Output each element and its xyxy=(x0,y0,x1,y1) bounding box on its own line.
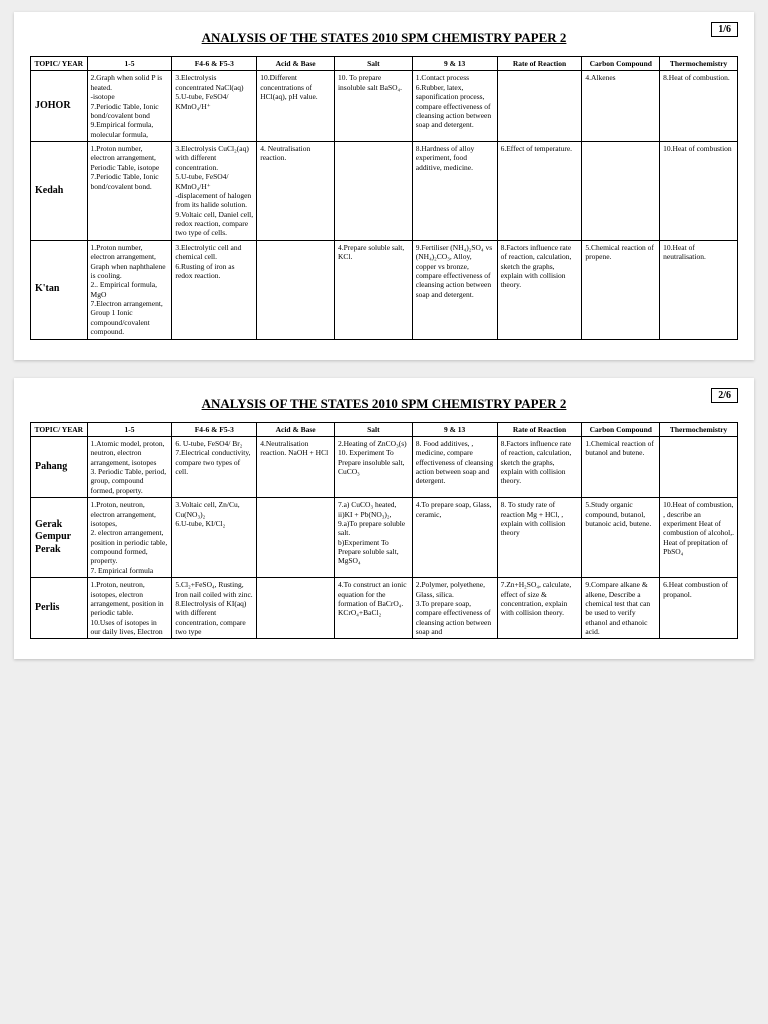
col-header: Carbon Compound xyxy=(582,422,660,436)
table-cell: 8.Heat of combustion. xyxy=(660,71,738,142)
table-cell: 3.Electrolytic cell and chemical cell.6.… xyxy=(172,240,257,339)
page-title: ANALYSIS OF THE STATES 2010 SPM CHEMISTR… xyxy=(30,30,738,46)
table-cell xyxy=(582,142,660,241)
col-header: 9 & 13 xyxy=(412,422,497,436)
col-header: F4-6 & F5-3 xyxy=(172,422,257,436)
table-cell: 4.Prepare soluble salt, KCl. xyxy=(334,240,412,339)
table-cell: 8.Factors influence rate of reaction, ca… xyxy=(497,240,582,339)
page-title: ANALYSIS OF THE STATES 2010 SPM CHEMISTR… xyxy=(30,396,738,412)
col-header: Acid & Base xyxy=(257,57,335,71)
table-cell xyxy=(257,240,335,339)
page-number-box: 2/6 xyxy=(711,388,738,403)
table-cell: 1.Chemical reaction of butanol and buten… xyxy=(582,436,660,497)
table-row: Pahang1.Atomic model, proton, neutron, e… xyxy=(31,436,738,497)
table-cell: 1.Proton number, electron arrangement, G… xyxy=(87,240,172,339)
col-header: TOPIC/ YEAR xyxy=(31,422,88,436)
col-header: Acid & Base xyxy=(257,422,335,436)
analysis-table-1: TOPIC/ YEAR 1-5 F4-6 & F5-3 Acid & Base … xyxy=(30,56,738,340)
table-cell: 6.Effect of temperature. xyxy=(497,142,582,241)
table-cell: 4.Neutralisation reaction. NaOH + HCl xyxy=(257,436,335,497)
table-row: Perlis1.Proton, neutron, isotopes, elect… xyxy=(31,578,738,639)
state-name: Pahang xyxy=(31,436,88,497)
table-cell: 3.Electrolysis concentrated NaCl(aq)5.U-… xyxy=(172,71,257,142)
table-cell: 2.Heating of ZnCO₃(s)10. Experiment To P… xyxy=(334,436,412,497)
state-name: Kedah xyxy=(31,142,88,241)
table-row: K'tan1.Proton number, electron arrangeme… xyxy=(31,240,738,339)
table-cell: 10.Different concentrations of HCl(aq), … xyxy=(257,71,335,142)
table-cell: 5.Cl₂+FeSO₄, Rusting, Iron nail coiled w… xyxy=(172,578,257,639)
table-cell xyxy=(257,578,335,639)
table-cell: 4. Neutralisation reaction. xyxy=(257,142,335,241)
table-cell: 3.Voltaic cell, Zn/Cu, Cu(NO₃)₂6.U-tube,… xyxy=(172,498,257,578)
table-cell: 1.Contact process6.Rubber, latex, saponi… xyxy=(412,71,497,142)
table-cell: 2.Polymer, polyethene, Glass, silica.3.T… xyxy=(412,578,497,639)
table-cell: 1.Atomic model, proton, neutron, electro… xyxy=(87,436,172,497)
table-cell: 1.Proton number, electron arrangement, P… xyxy=(87,142,172,241)
state-name: Gerak Gempur Perak xyxy=(31,498,88,578)
table-cell: 10.Heat of neutralisation. xyxy=(660,240,738,339)
table-cell: 7.Zn+H₂SO₄, calculate, effect of size & … xyxy=(497,578,582,639)
table-cell xyxy=(497,71,582,142)
table-cell: 8.Hardness of alloy experiment, food add… xyxy=(412,142,497,241)
table-cell: 10.Heat of combustion xyxy=(660,142,738,241)
page-1: 1/6 ANALYSIS OF THE STATES 2010 SPM CHEM… xyxy=(14,12,754,360)
table-cell: 3.Electrolysis CuCl₂(aq) with different … xyxy=(172,142,257,241)
col-header: Salt xyxy=(334,57,412,71)
table-cell: 1.Proton, neutron, isotopes, electron ar… xyxy=(87,578,172,639)
col-header: Thermochemistry xyxy=(660,422,738,436)
table-cell xyxy=(334,142,412,241)
table-cell: 4.Alkenes xyxy=(582,71,660,142)
table-cell: 5.Chemical reaction of propene. xyxy=(582,240,660,339)
table-cell: 6.Heat combustion of propanol. xyxy=(660,578,738,639)
table-header-row: TOPIC/ YEAR 1-5 F4-6 & F5-3 Acid & Base … xyxy=(31,57,738,71)
state-name: Perlis xyxy=(31,578,88,639)
table-cell: 9.Compare alkane & alkene, Describe a ch… xyxy=(582,578,660,639)
col-header: Rate of Reaction xyxy=(497,422,582,436)
table-cell xyxy=(660,436,738,497)
page-number-box: 1/6 xyxy=(711,22,738,37)
col-header: Rate of Reaction xyxy=(497,57,582,71)
analysis-table-2: TOPIC/ YEAR 1-5 F4-6 & F5-3 Acid & Base … xyxy=(30,422,738,640)
table-cell: 2.Graph when solid P is heated.-isotope7… xyxy=(87,71,172,142)
col-header: Thermochemistry xyxy=(660,57,738,71)
state-name: JOHOR xyxy=(31,71,88,142)
table-cell: 5.Study organic compound, butanol, butan… xyxy=(582,498,660,578)
table-cell: 8.Factors influence rate of reaction, ca… xyxy=(497,436,582,497)
col-header: Carbon Compound xyxy=(582,57,660,71)
table-body: Pahang1.Atomic model, proton, neutron, e… xyxy=(31,436,738,639)
table-cell: 8. Food additives, , medicine, compare e… xyxy=(412,436,497,497)
table-cell xyxy=(257,498,335,578)
table-cell: 8. To study rate of reaction Mg + HCl, ,… xyxy=(497,498,582,578)
col-header: 1-5 xyxy=(87,422,172,436)
col-header: Salt xyxy=(334,422,412,436)
col-header: 9 & 13 xyxy=(412,57,497,71)
table-row: Kedah1.Proton number, electron arrangeme… xyxy=(31,142,738,241)
table-row: Gerak Gempur Perak1.Proton, neutron, ele… xyxy=(31,498,738,578)
state-name: K'tan xyxy=(31,240,88,339)
table-row: JOHOR2.Graph when solid P is heated.-iso… xyxy=(31,71,738,142)
table-cell: 7.a) CuCO₃ heated,ii)KI + Pb(NO₃)₂,9.a)T… xyxy=(334,498,412,578)
table-cell: 4.To prepare soap, Glass, ceramic, xyxy=(412,498,497,578)
table-cell: 10.Heat of combustion, , describe an exp… xyxy=(660,498,738,578)
page-2: 2/6 ANALYSIS OF THE STATES 2010 SPM CHEM… xyxy=(14,378,754,660)
table-body: JOHOR2.Graph when solid P is heated.-iso… xyxy=(31,71,738,339)
table-cell: 4.To construct an ionic equation for the… xyxy=(334,578,412,639)
table-header-row: TOPIC/ YEAR 1-5 F4-6 & F5-3 Acid & Base … xyxy=(31,422,738,436)
col-header: F4-6 & F5-3 xyxy=(172,57,257,71)
table-cell: 10. To prepare insoluble salt BaSO₄. xyxy=(334,71,412,142)
table-cell: 6. U-tube, FeSO4/ Br₂7.Electrical conduc… xyxy=(172,436,257,497)
col-header: TOPIC/ YEAR xyxy=(31,57,88,71)
table-cell: 1.Proton, neutron, electron arrangement,… xyxy=(87,498,172,578)
table-cell: 9.Fertiliser (NH₄)₂SO₄ vs (NH₄)₂CO₃, All… xyxy=(412,240,497,339)
col-header: 1-5 xyxy=(87,57,172,71)
